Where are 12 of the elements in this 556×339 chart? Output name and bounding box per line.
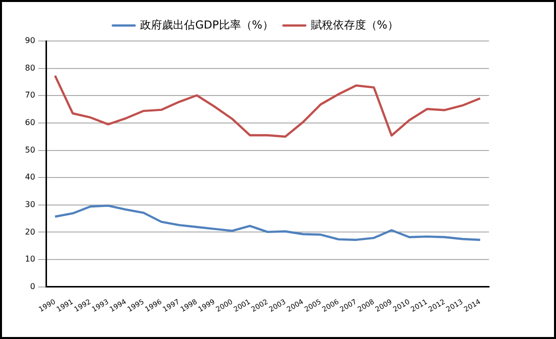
- y-tick-label: 80: [24, 63, 36, 72]
- legend-label: 政府歲出佔GDP比率（%）: [140, 18, 274, 32]
- y-tick-label: 0: [30, 282, 36, 291]
- y-tick-label: 90: [24, 36, 36, 46]
- y-tick-label: 10: [24, 254, 36, 264]
- y-tick-label: 50: [24, 145, 36, 154]
- y-tick-label: 20: [24, 227, 36, 236]
- legend-label: 賦稅依存度（%）: [310, 18, 398, 32]
- y-tick-label: 30: [24, 200, 36, 209]
- y-tick-label: 40: [24, 172, 36, 182]
- y-tick-label: 70: [24, 90, 36, 100]
- y-tick-label: 60: [24, 118, 36, 128]
